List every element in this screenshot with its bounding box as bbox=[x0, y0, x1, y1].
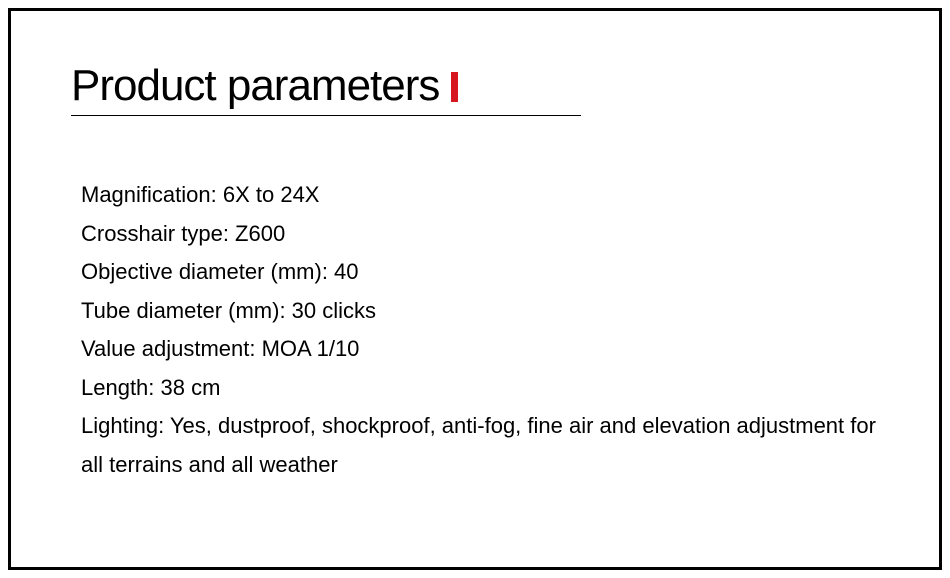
page-title: Product parameters bbox=[71, 61, 439, 111]
title-underline bbox=[71, 115, 581, 116]
param-line: Magnification: 6X to 24X bbox=[81, 176, 879, 215]
param-line: Tube diameter (mm): 30 clicks bbox=[81, 292, 879, 331]
parameters-list: Magnification: 6X to 24X Crosshair type:… bbox=[71, 176, 879, 484]
param-line: Objective diameter (mm): 40 bbox=[81, 253, 879, 292]
title-row: Product parameters bbox=[71, 61, 879, 111]
param-line: Crosshair type: Z600 bbox=[81, 215, 879, 254]
param-line: Lighting: Yes, dustproof, shockproof, an… bbox=[81, 407, 879, 484]
document-frame: Product parameters Magnification: 6X to … bbox=[8, 8, 942, 570]
param-line: Length: 38 cm bbox=[81, 369, 879, 408]
param-line: Value adjustment: MOA 1/10 bbox=[81, 330, 879, 369]
accent-mark-icon bbox=[451, 72, 458, 102]
